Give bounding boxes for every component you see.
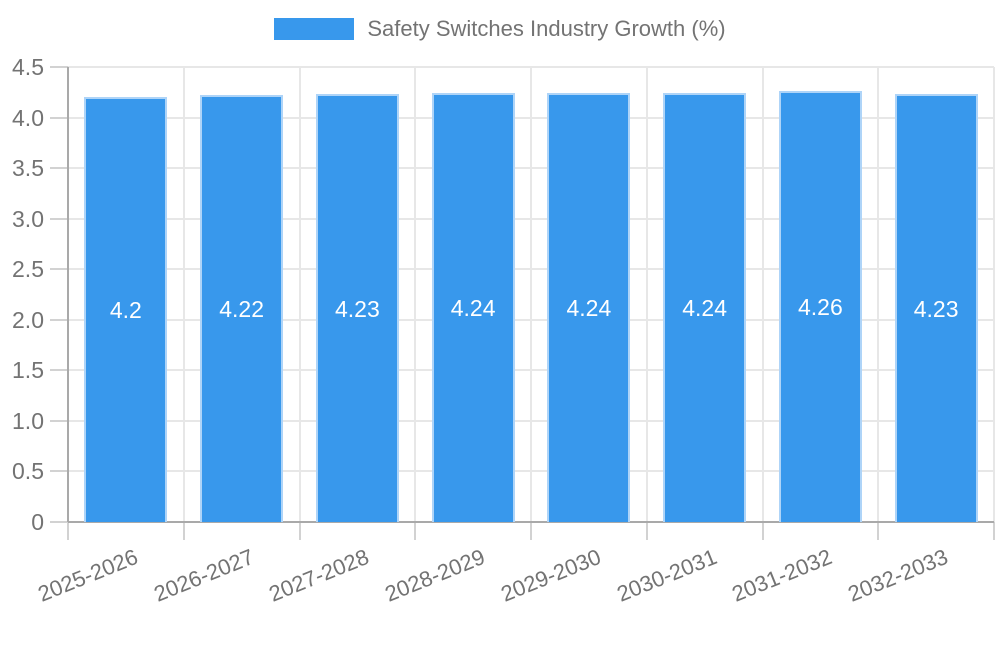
x-gridline bbox=[877, 67, 880, 522]
bar-2025-2026[interactable]: 4.2 bbox=[84, 97, 168, 522]
bar-2032-2033[interactable]: 4.23 bbox=[894, 94, 978, 522]
bar-value-label: 4.23 bbox=[913, 295, 959, 322]
y-tick-mark bbox=[50, 268, 68, 271]
bar-value-label: 4.26 bbox=[797, 294, 843, 321]
bar-value-label: 4.23 bbox=[334, 295, 380, 322]
y-tick-mark bbox=[50, 521, 68, 523]
x-gridline bbox=[761, 67, 764, 522]
x-gridline bbox=[298, 67, 301, 522]
y-axis-tick-label: 4.5 bbox=[12, 54, 44, 80]
bar-2026-2027[interactable]: 4.22 bbox=[200, 95, 284, 522]
y-axis-tick-label: 4.0 bbox=[12, 104, 44, 131]
x-tick-mark bbox=[530, 522, 532, 540]
x-gridline bbox=[645, 67, 648, 522]
bar-chart: Safety Switches Industry Growth (%) 0 0.5… bbox=[0, 16, 1000, 607]
bar-value-label: 4.2 bbox=[109, 297, 142, 324]
bar-2031-2032[interactable]: 4.26 bbox=[778, 91, 862, 522]
y-tick-mark bbox=[50, 318, 68, 321]
y-tick-mark bbox=[50, 419, 68, 422]
y-tick-mark bbox=[50, 217, 68, 220]
x-axis-tick-label: 2032-2033 bbox=[844, 544, 952, 607]
legend-item[interactable]: Safety Switches Industry Growth (%) bbox=[0, 16, 1000, 42]
legend-swatch bbox=[274, 18, 355, 40]
y-axis-tick-label: 3.5 bbox=[12, 155, 44, 182]
y-axis-tick-label: 1.5 bbox=[12, 357, 44, 384]
y-tick-mark bbox=[50, 66, 68, 68]
x-tick-mark bbox=[414, 522, 417, 540]
bar-value-label: 4.24 bbox=[450, 295, 496, 322]
y-tick-mark bbox=[50, 369, 68, 372]
x-gridline bbox=[414, 67, 417, 522]
y-tick-mark bbox=[50, 470, 68, 473]
x-tick-mark bbox=[877, 522, 880, 540]
bar-2030-2031[interactable]: 4.24 bbox=[663, 93, 747, 522]
x-tick-mark bbox=[67, 522, 69, 540]
x-tick-mark bbox=[761, 522, 764, 540]
y-tick-mark bbox=[50, 167, 68, 170]
x-axis-line bbox=[68, 521, 994, 523]
legend-label: Safety Switches Industry Growth (%) bbox=[367, 16, 726, 41]
bar-value-label: 4.22 bbox=[219, 296, 264, 323]
x-tick-mark bbox=[182, 522, 185, 540]
y-axis-tick-label: 1.0 bbox=[12, 407, 44, 434]
bar-2029-2030[interactable]: 4.24 bbox=[547, 93, 631, 522]
x-gridline bbox=[993, 67, 995, 522]
y-axis-tick-label: 0.5 bbox=[12, 458, 44, 485]
y-axis-tick-label: 2.5 bbox=[12, 256, 44, 283]
x-tick-mark bbox=[993, 522, 995, 540]
bar-value-label: 4.24 bbox=[682, 295, 727, 322]
bar-2028-2029[interactable]: 4.24 bbox=[431, 93, 515, 522]
x-tick-mark bbox=[645, 522, 648, 540]
y-axis-tick-label: 3.0 bbox=[12, 205, 44, 232]
x-gridline bbox=[530, 67, 532, 522]
y-axis-line bbox=[67, 67, 69, 522]
y-tick-mark bbox=[50, 116, 68, 119]
x-gridline bbox=[182, 67, 185, 522]
y-axis-tick-label: 2.0 bbox=[12, 306, 44, 333]
bar-2027-2028[interactable]: 4.23 bbox=[315, 94, 399, 522]
y-axis-tick-label: 0 bbox=[31, 509, 44, 535]
bar-value-label: 4.24 bbox=[566, 295, 612, 322]
x-tick-mark bbox=[298, 522, 301, 540]
